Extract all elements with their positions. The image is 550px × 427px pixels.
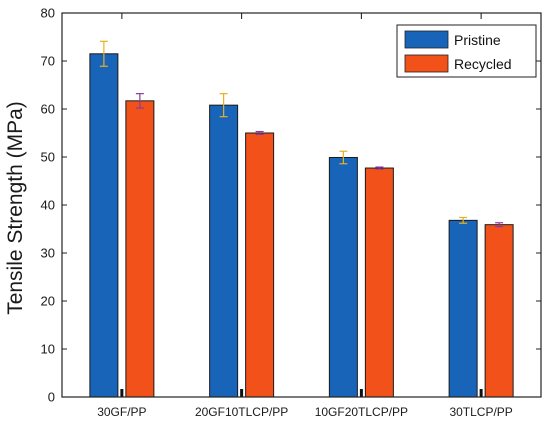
- bar-recycled-4: [484, 224, 514, 398]
- legend-label-pristine: Pristine: [454, 32, 501, 48]
- y-tick-label: 10: [41, 342, 55, 357]
- bar-recycled-1: [125, 100, 155, 398]
- bar-recycled-3: [364, 167, 394, 398]
- y-tick-label: 80: [41, 6, 55, 21]
- y-axis-label: Tensile Strength (MPa): [4, 101, 27, 315]
- bar-pristine-3: [328, 156, 358, 398]
- legend-swatch-pristine: [404, 30, 449, 49]
- bar-recycled-2: [245, 132, 275, 398]
- x-tick-label: 30TLCP/PP: [449, 405, 512, 419]
- x-tick-label: 30GF/PP: [97, 405, 146, 419]
- bar-pristine-4: [448, 219, 478, 398]
- y-tick-label: 50: [41, 150, 55, 165]
- legend-swatch-recycled: [404, 54, 449, 73]
- axes-frame: [61, 12, 542, 398]
- y-tick-label: 20: [41, 294, 55, 309]
- bar-pristine-1: [89, 53, 119, 398]
- x-tick-label: 20GF10TLCP/PP: [195, 405, 288, 419]
- x-tick-label: 10GF20TLCP/PP: [315, 405, 408, 419]
- legend-label-recycled: Recycled: [454, 56, 512, 72]
- bar-pristine-2: [209, 104, 239, 398]
- legend: Pristine Recycled: [396, 24, 537, 78]
- y-tick-label: 0: [48, 390, 55, 405]
- plot-area: 0 10 20 30 40 50 60 70 80 30GF/PP 20GF10TLCP/PP 10G…: [41, 6, 542, 419]
- y-tick-label: 40: [41, 198, 55, 213]
- y-tick-label: 70: [41, 54, 55, 69]
- y-tick-label: 60: [41, 102, 55, 117]
- y-tick-label: 30: [41, 246, 55, 261]
